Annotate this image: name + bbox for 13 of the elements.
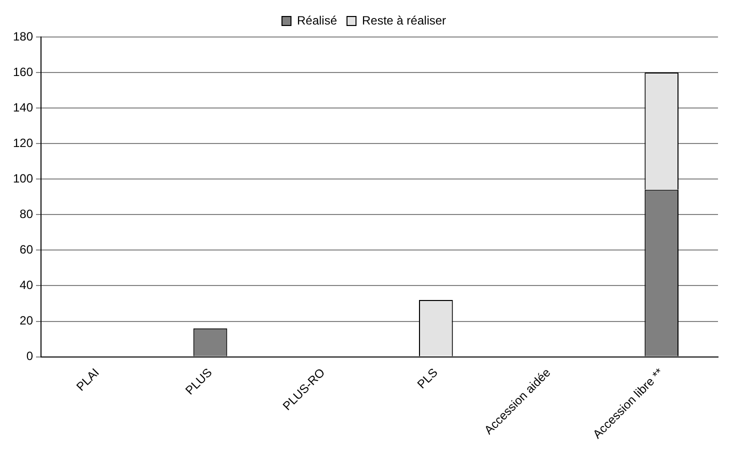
legend-label: Réalisé	[296, 13, 338, 28]
y-tick-label: 60	[20, 242, 34, 257]
y-tick-label: 180	[12, 29, 34, 44]
y-tick-label: 100	[12, 171, 34, 186]
y-tick-label: 0	[26, 349, 34, 364]
y-tick-label: 80	[20, 206, 34, 221]
y-tick-label: 20	[20, 314, 34, 328]
x-tick-label: PLS	[414, 365, 440, 392]
y-tick-label: 40	[20, 278, 34, 292]
y-tick-label: 120	[12, 136, 34, 150]
y-tick-label: 160	[12, 64, 34, 79]
legend-label: Reste à réaliser	[362, 13, 446, 28]
y-tick-label: 140	[12, 100, 34, 114]
